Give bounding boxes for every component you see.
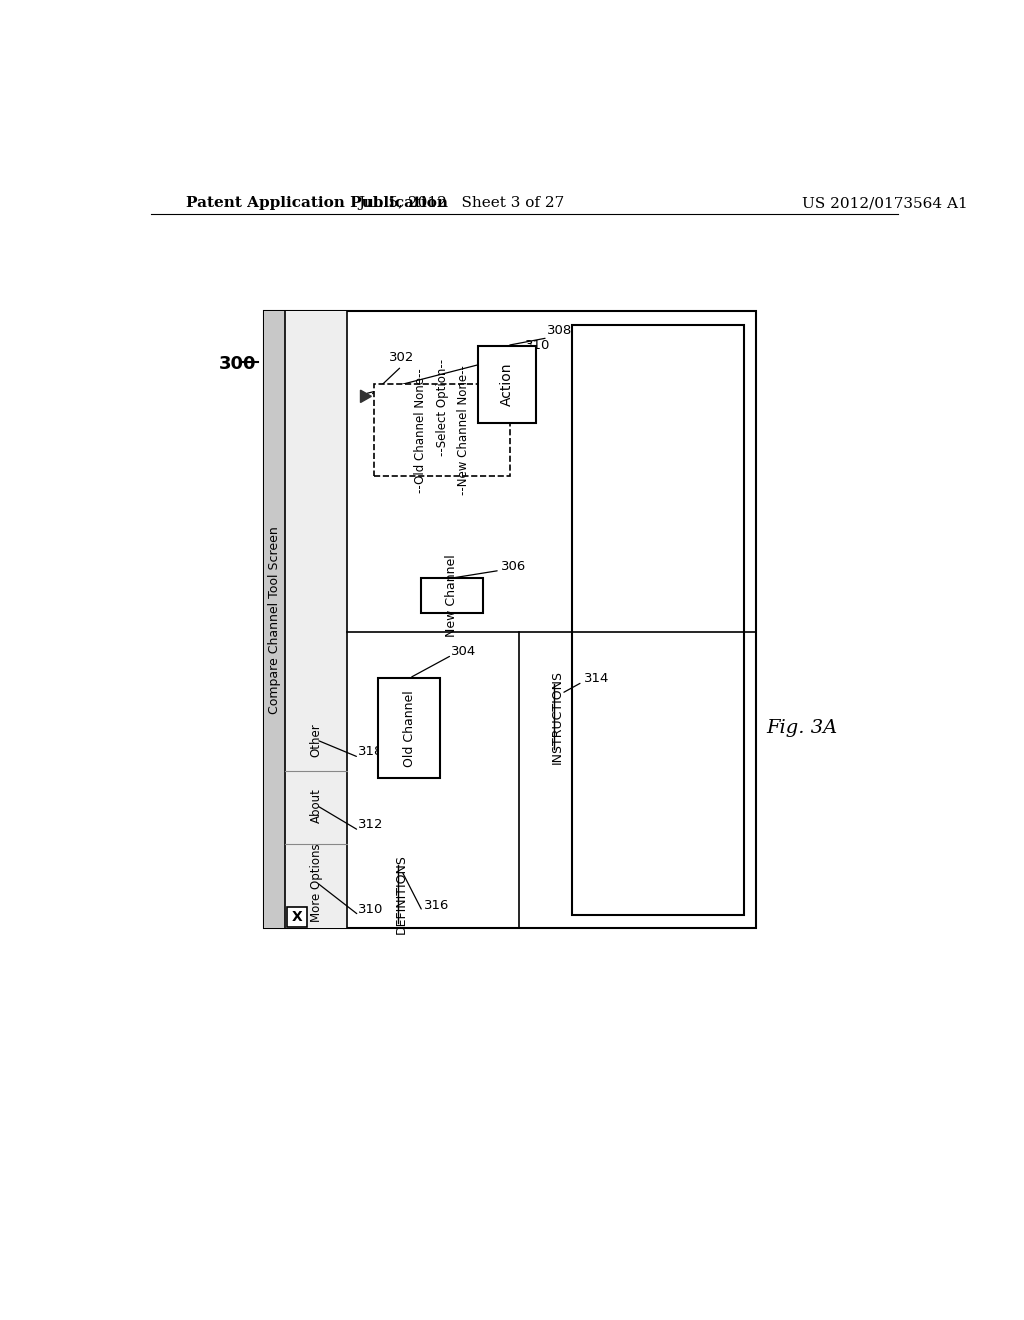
- Text: --Old Channel None--: --Old Channel None--: [414, 368, 427, 492]
- Text: Fig. 3A: Fig. 3A: [767, 719, 838, 737]
- Bar: [378, 678, 440, 779]
- Text: --New Channel None--: --New Channel None--: [458, 366, 470, 495]
- Text: 316: 316: [424, 899, 450, 912]
- Text: Other: Other: [310, 723, 323, 756]
- Text: 318: 318: [357, 744, 383, 758]
- Bar: [263, 312, 756, 928]
- Text: Old Channel: Old Channel: [402, 690, 416, 767]
- Text: 314: 314: [584, 672, 609, 685]
- Text: 312: 312: [357, 818, 383, 832]
- Text: Action: Action: [500, 362, 514, 405]
- Polygon shape: [360, 391, 372, 403]
- Text: New Channel: New Channel: [445, 554, 459, 636]
- Text: 310: 310: [357, 903, 383, 916]
- Text: About: About: [310, 788, 323, 822]
- Text: 306: 306: [501, 560, 526, 573]
- Bar: [375, 384, 510, 477]
- Text: INSTRUCTIONS: INSTRUCTIONS: [551, 669, 564, 764]
- Bar: [572, 325, 744, 915]
- Text: DEFINITIONS: DEFINITIONS: [395, 854, 409, 933]
- Bar: [478, 346, 537, 422]
- Text: 302: 302: [389, 351, 415, 363]
- Text: Jul. 5, 2012   Sheet 3 of 27: Jul. 5, 2012 Sheet 3 of 27: [358, 197, 564, 210]
- Bar: [287, 907, 307, 927]
- Bar: [421, 578, 483, 612]
- Text: 310: 310: [524, 339, 550, 352]
- Text: 308: 308: [547, 323, 572, 337]
- Text: --Select Option--: --Select Option--: [436, 359, 449, 455]
- Bar: [263, 312, 286, 928]
- Text: X: X: [292, 909, 302, 924]
- Text: 304: 304: [451, 644, 476, 657]
- Text: 300: 300: [218, 355, 256, 372]
- Bar: [286, 312, 347, 928]
- Text: Patent Application Publication: Patent Application Publication: [186, 197, 449, 210]
- Text: Compare Channel Tool Screen: Compare Channel Tool Screen: [268, 525, 281, 714]
- Text: US 2012/0173564 A1: US 2012/0173564 A1: [802, 197, 968, 210]
- Text: More Options: More Options: [310, 843, 323, 921]
